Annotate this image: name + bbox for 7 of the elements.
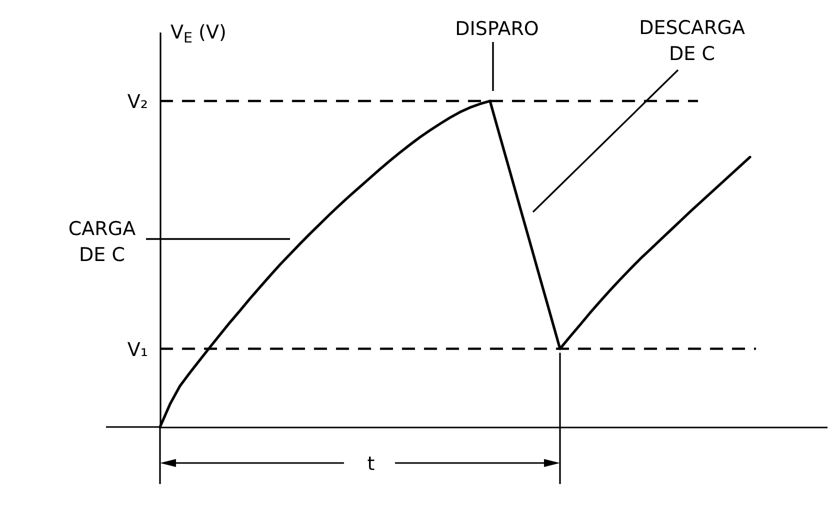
text: CARGA DE C [68, 218, 136, 266]
y-axis-title: V$_{E}$ (V) [170, 22, 226, 47]
ref-line-label: V₁ [127, 338, 148, 361]
text: DESCARGA DE C [639, 17, 745, 65]
text: t [367, 453, 375, 475]
ref-line-label: V₂ [127, 91, 148, 113]
text: DISPARO [455, 18, 539, 40]
